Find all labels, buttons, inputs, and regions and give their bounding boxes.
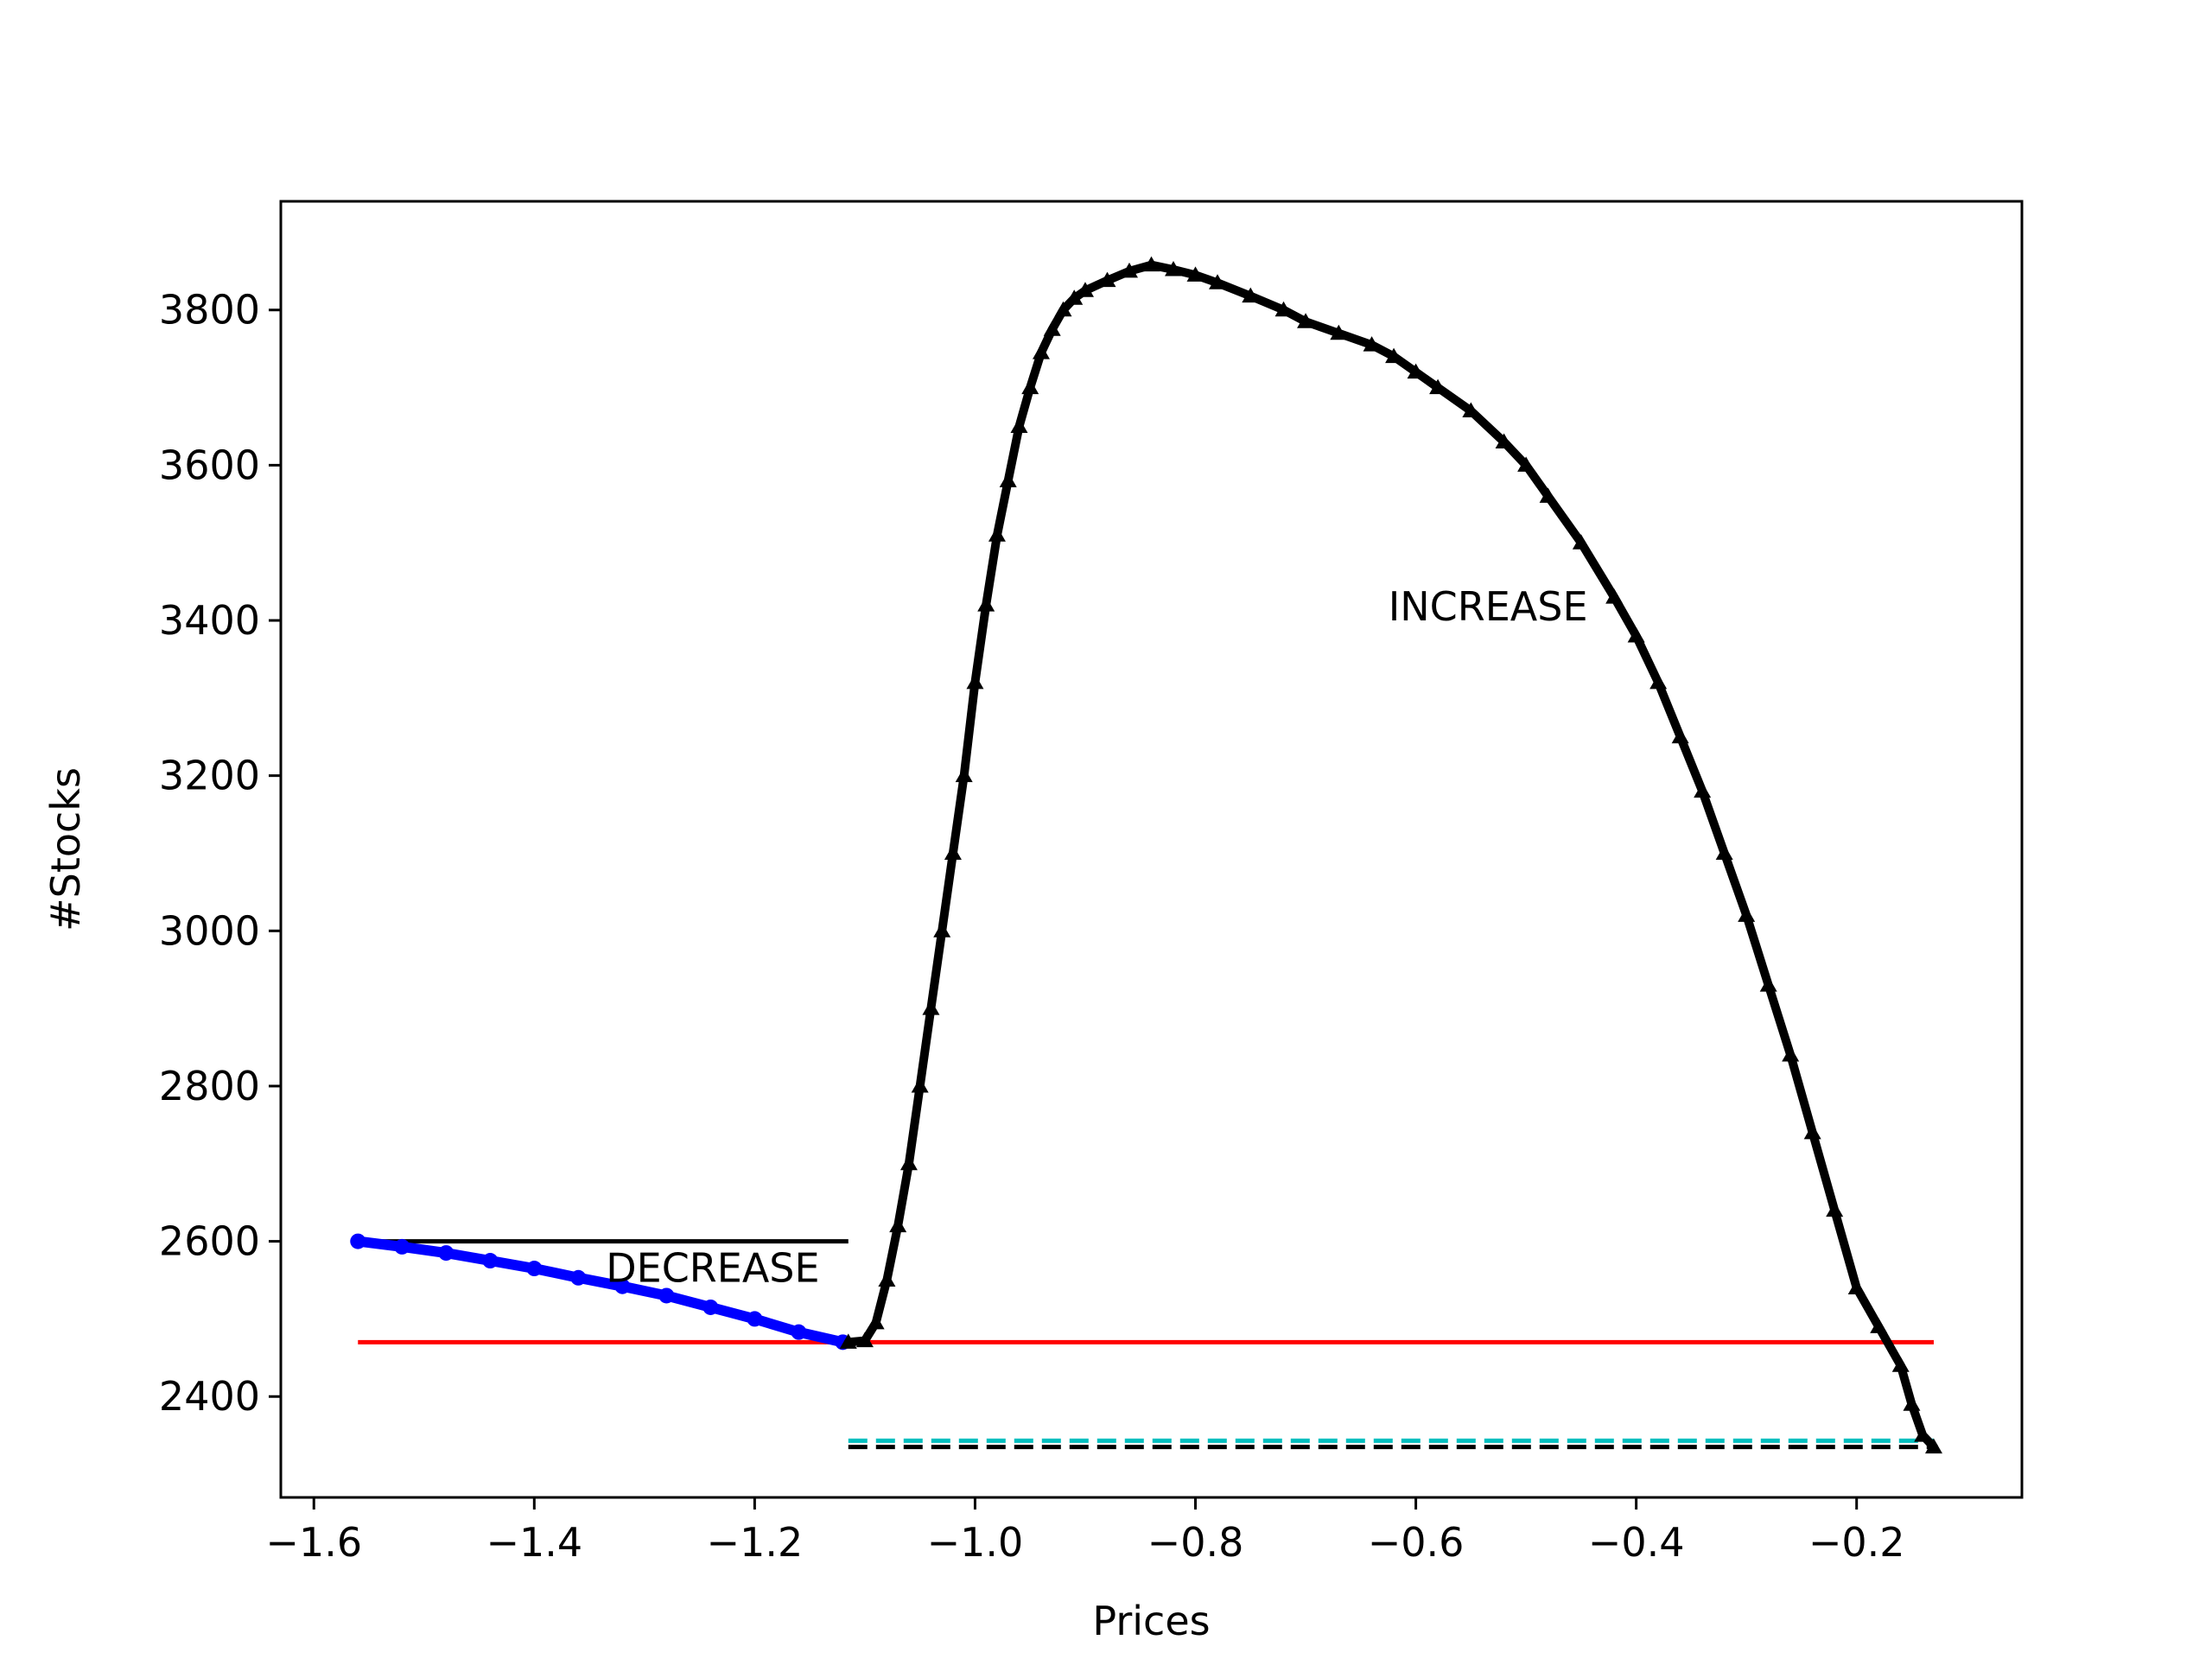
series-1-point [1142, 256, 1160, 272]
y-tick-label: 2800 [159, 1063, 260, 1109]
series-0-point [791, 1324, 807, 1340]
series-1-point [1043, 321, 1061, 336]
series-1-point [1297, 313, 1315, 328]
series-1-point [1694, 782, 1712, 798]
series-1-point [911, 1077, 929, 1093]
y-tick-label: 2400 [159, 1373, 260, 1420]
series-1-line [843, 260, 1938, 1452]
series-0-point [482, 1253, 499, 1269]
series-1-point [1914, 1427, 1932, 1442]
series-1-point [1627, 626, 1645, 643]
x-tick-label: −1.4 [486, 1519, 582, 1566]
y-tick-label: 3000 [159, 907, 260, 954]
y-axis-title: #Stocks [42, 767, 89, 931]
series-1-point [933, 922, 951, 938]
series-1-point [1517, 456, 1535, 472]
y-tick-label: 3400 [159, 597, 260, 644]
series-0-point [702, 1299, 719, 1315]
y-tick-label: 2600 [159, 1218, 260, 1265]
x-tick-label: −1.2 [707, 1519, 804, 1566]
series-0-point [658, 1287, 675, 1304]
series-1-point [1098, 271, 1116, 288]
series-0-point [570, 1269, 587, 1286]
series-1-point [944, 844, 962, 860]
x-tick-label: −0.8 [1147, 1519, 1244, 1566]
y-tick-label: 3200 [159, 753, 260, 799]
x-axis-title: Prices [1092, 1598, 1210, 1644]
series-1-point [1671, 728, 1689, 744]
series-1-point [889, 1217, 907, 1233]
series-1-point [1847, 1279, 1866, 1294]
series-1-point [855, 1332, 874, 1348]
series-1-point [1209, 274, 1227, 289]
series-1-point [999, 472, 1017, 487]
series-1-point [1738, 906, 1756, 922]
series-1-point [1715, 844, 1733, 860]
series-1-point [1429, 378, 1447, 395]
axes-frame [279, 200, 2024, 1499]
series-1-point [1782, 1046, 1800, 1062]
series-1-point [1363, 336, 1381, 352]
series-1-point [878, 1271, 896, 1287]
series-1-point [1186, 266, 1205, 282]
x-tick-label: −1.6 [265, 1519, 362, 1566]
series-1-point [867, 1313, 885, 1330]
series-1-point [1120, 262, 1138, 278]
axes: −1.6 −1.4 −1.2 −1.0 −0.8 −0.6 −0.4 −0.2 2400 2600… [159, 287, 1905, 1566]
series-0-point [614, 1278, 631, 1294]
annotation-label: DECREASE [606, 1244, 819, 1291]
x-tick-label: −1.0 [927, 1519, 1024, 1566]
series-1-point [1021, 378, 1039, 395]
annotation-label: INCREASE [1389, 583, 1588, 630]
series-1-point [1462, 402, 1480, 418]
series-1-point [922, 1000, 940, 1015]
series-0-point [394, 1238, 410, 1255]
series-1-point [1870, 1318, 1888, 1333]
series-1-point [1605, 588, 1624, 604]
series-1-point [1495, 433, 1513, 448]
series-1-point [1826, 1201, 1844, 1217]
series-1-point [1407, 363, 1425, 379]
series-1-point [988, 526, 1006, 542]
series-1-point [1032, 344, 1050, 359]
series-0-point [350, 1233, 366, 1249]
series-0-point [526, 1261, 543, 1277]
x-tick-label: −0.4 [1588, 1519, 1685, 1566]
series-1-point [1759, 976, 1777, 992]
series-1-point [1065, 289, 1084, 305]
series-0-point [438, 1245, 454, 1262]
series-1-point [955, 766, 973, 783]
series-1-point [1165, 261, 1183, 276]
y-tick-label: 3800 [159, 287, 260, 334]
series-1-point [1924, 1438, 1942, 1454]
x-tick-label: −0.2 [1808, 1519, 1905, 1566]
series-1-point [1539, 487, 1557, 503]
series-1-point [1010, 417, 1028, 433]
series-1-point [1903, 1395, 1921, 1411]
series-1-point [1076, 282, 1094, 297]
x-tick-label: −0.6 [1368, 1519, 1465, 1566]
series-1-point [1891, 1357, 1910, 1372]
series-1-point [1054, 301, 1072, 317]
series-1-point [1649, 673, 1668, 690]
series-1-point [1242, 287, 1260, 303]
series-1-point [1330, 324, 1348, 340]
series-1-point [977, 596, 995, 612]
y-tick-label: 3600 [159, 442, 260, 488]
series-1-point [1274, 301, 1293, 317]
series-1-point [839, 1333, 857, 1349]
plot-area: DECREASE INCREASE [350, 256, 1942, 1454]
series-1-point [1803, 1123, 1821, 1140]
series-1-point [1572, 534, 1590, 550]
series-1-point [899, 1154, 918, 1171]
series-1-point [1385, 347, 1403, 364]
series-0-point [747, 1311, 763, 1327]
series-1-point [966, 673, 984, 690]
